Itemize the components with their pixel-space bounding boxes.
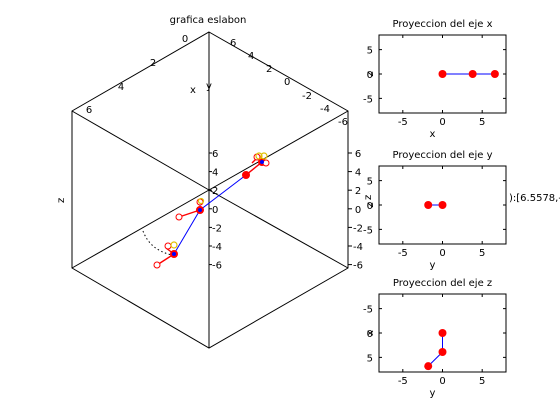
projection-z-plot: Proyeccion del eje z -5 0 5 -5 0 5 y x xyxy=(363,278,507,399)
cube-zlabel-right: z xyxy=(363,195,374,200)
projection-joint xyxy=(438,201,447,209)
cube-y-tick-label: -2 xyxy=(302,91,312,102)
cube-z-tick-label-inner: 2 xyxy=(212,186,218,197)
y-tick-label: 0 xyxy=(367,70,373,81)
x-tick-label: -5 xyxy=(398,248,408,259)
cube-z-tick-label: -4 xyxy=(353,242,363,253)
cube-z-tick-label-inner: 6 xyxy=(212,149,218,160)
cube-z-tick-label-inner: 0 xyxy=(212,205,218,216)
projection-y-plot: Proyeccion del eje y -5 0 5 5 0 -5 y z xyxy=(363,150,507,271)
cube-frame xyxy=(71,31,349,349)
x-tick-label: 5 xyxy=(479,376,485,387)
projection-joint xyxy=(424,362,433,371)
y-tick-label: 0 xyxy=(367,201,373,212)
x-tick-label: 5 xyxy=(479,117,485,128)
cube-endpoint xyxy=(196,198,204,206)
cube-z-tick-label-inner: -4 xyxy=(212,242,222,253)
projection-xlabel: x xyxy=(430,129,436,140)
y-tick-label: -5 xyxy=(363,305,373,316)
projection-joint xyxy=(490,70,499,78)
projection-joint xyxy=(438,329,447,337)
cube-x-tick-label: 6 xyxy=(86,105,92,116)
cube-endpoint xyxy=(175,213,183,221)
cube-y-tick-label: 0 xyxy=(284,77,290,88)
projection-joint xyxy=(468,70,477,78)
cube-xlabel: x xyxy=(190,85,196,96)
cube-y-tick-label: -6 xyxy=(338,117,348,128)
cube-highlight-ring xyxy=(170,241,178,249)
cube-z-tick-label-inner: 4 xyxy=(212,168,218,179)
projection-title: Proyeccion del eje z xyxy=(393,278,492,289)
cube-highlight-ring xyxy=(255,152,263,160)
cube-z-tick-label: 6 xyxy=(355,149,361,160)
cube-y-tick-label: 4 xyxy=(248,51,254,62)
cube-z-tick-label-inner: -2 xyxy=(212,223,222,234)
x-tick-label: 0 xyxy=(439,117,445,128)
cube-edge-front-left xyxy=(71,110,210,191)
projection-title: Proyeccion del eje y xyxy=(393,150,493,161)
cut-off-label: ):[6.5578,- xyxy=(509,193,560,204)
cube-z-tick-label: -2 xyxy=(353,223,363,234)
cube-edge-left-mid xyxy=(71,189,210,269)
y-tick-label: 0 xyxy=(367,329,373,340)
y-tick-label: -5 xyxy=(363,94,373,105)
projection-joint xyxy=(438,348,447,357)
y-tick-label: 5 xyxy=(367,46,373,57)
cube-z-tick-label: 4 xyxy=(355,168,361,179)
projection-ylabel: z xyxy=(365,71,376,76)
cube-joint-center xyxy=(198,208,202,212)
cube-tick-labels: 0 2 4 6 6 4 2 0 -2 -4 -6 6 4 2 0 -2 -4 -6 6 4 2 0 -2 -4 -6 xyxy=(86,34,363,272)
projection-ylabel: z xyxy=(365,202,376,207)
cube-z-tick-label: 0 xyxy=(355,205,361,216)
projection-ylabel: x xyxy=(365,330,376,336)
projection-x-plot: Proyeccion del eje x -5 0 5 5 0 -5 x z xyxy=(363,19,507,140)
cube-joint-center xyxy=(172,252,176,256)
cube-x-tick-label: 2 xyxy=(150,58,156,69)
cube-x-tick-label: 4 xyxy=(118,82,124,93)
cube-title: grafica eslabon xyxy=(170,15,247,26)
cube-arm-drawing xyxy=(142,152,270,269)
cube-endpoint xyxy=(164,242,172,250)
projection-title: Proyeccion del eje x xyxy=(393,19,493,30)
cube-joint xyxy=(242,171,250,179)
projection-joint xyxy=(438,70,447,78)
cube-edge-front-right xyxy=(208,110,349,191)
y-tick-label: 5 xyxy=(367,177,373,188)
x-tick-label: 0 xyxy=(439,376,445,387)
cube-highlight-ring xyxy=(197,197,205,205)
cube-y-tick-label: -4 xyxy=(320,104,330,115)
x-tick-label: -5 xyxy=(398,376,408,387)
x-tick-label: -5 xyxy=(398,117,408,128)
cube-x-tick-label: 0 xyxy=(182,34,188,45)
y-tick-label: -5 xyxy=(363,225,373,236)
cube-endpoint xyxy=(262,159,270,167)
cube-z-tick-label-inner: -6 xyxy=(212,261,222,272)
projection-xlabel: y xyxy=(430,388,436,399)
cube-3d-plot: grafica eslabon 02466420-2-4-66420-2-4-6… xyxy=(56,15,374,349)
cube-y-tick-label: 2 xyxy=(266,64,272,75)
cube-ylabel: y xyxy=(206,81,212,92)
x-tick-label: 5 xyxy=(479,248,485,259)
projection-joint xyxy=(424,201,433,209)
cube-highlight-ring xyxy=(260,152,268,160)
x-tick-label: 0 xyxy=(439,248,445,259)
projection-xlabel: y xyxy=(430,260,436,271)
cube-joint-center xyxy=(260,160,264,164)
cube-z-tick-label: 2 xyxy=(355,186,361,197)
cube-y-tick-label: 6 xyxy=(230,38,236,49)
cube-zlabel-left: z xyxy=(56,198,67,203)
cube-edge-right-mid xyxy=(208,189,349,269)
cube-z-tick-label: -6 xyxy=(353,261,363,272)
cube-endpoint xyxy=(153,261,161,269)
y-tick-label: 5 xyxy=(367,353,373,364)
